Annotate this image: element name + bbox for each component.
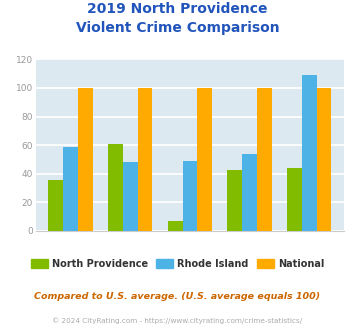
Bar: [287, 168, 302, 231]
Bar: [168, 221, 182, 231]
Bar: [317, 88, 331, 231]
Text: 2019 North Providence: 2019 North Providence: [87, 2, 268, 16]
Bar: [138, 88, 152, 231]
Bar: [228, 170, 242, 231]
Text: Compared to U.S. average. (U.S. average equals 100): Compared to U.S. average. (U.S. average …: [34, 292, 321, 301]
Bar: [302, 75, 317, 231]
Bar: [197, 88, 212, 231]
Bar: [108, 144, 123, 231]
Bar: [78, 88, 93, 231]
Legend: North Providence, Rhode Island, National: North Providence, Rhode Island, National: [27, 255, 328, 273]
Text: © 2024 CityRating.com - https://www.cityrating.com/crime-statistics/: © 2024 CityRating.com - https://www.city…: [53, 317, 302, 324]
Bar: [242, 154, 257, 231]
Bar: [182, 161, 197, 231]
Bar: [123, 162, 138, 231]
Bar: [63, 147, 78, 231]
Bar: [49, 180, 63, 231]
Bar: [257, 88, 272, 231]
Text: Violent Crime Comparison: Violent Crime Comparison: [76, 21, 279, 35]
